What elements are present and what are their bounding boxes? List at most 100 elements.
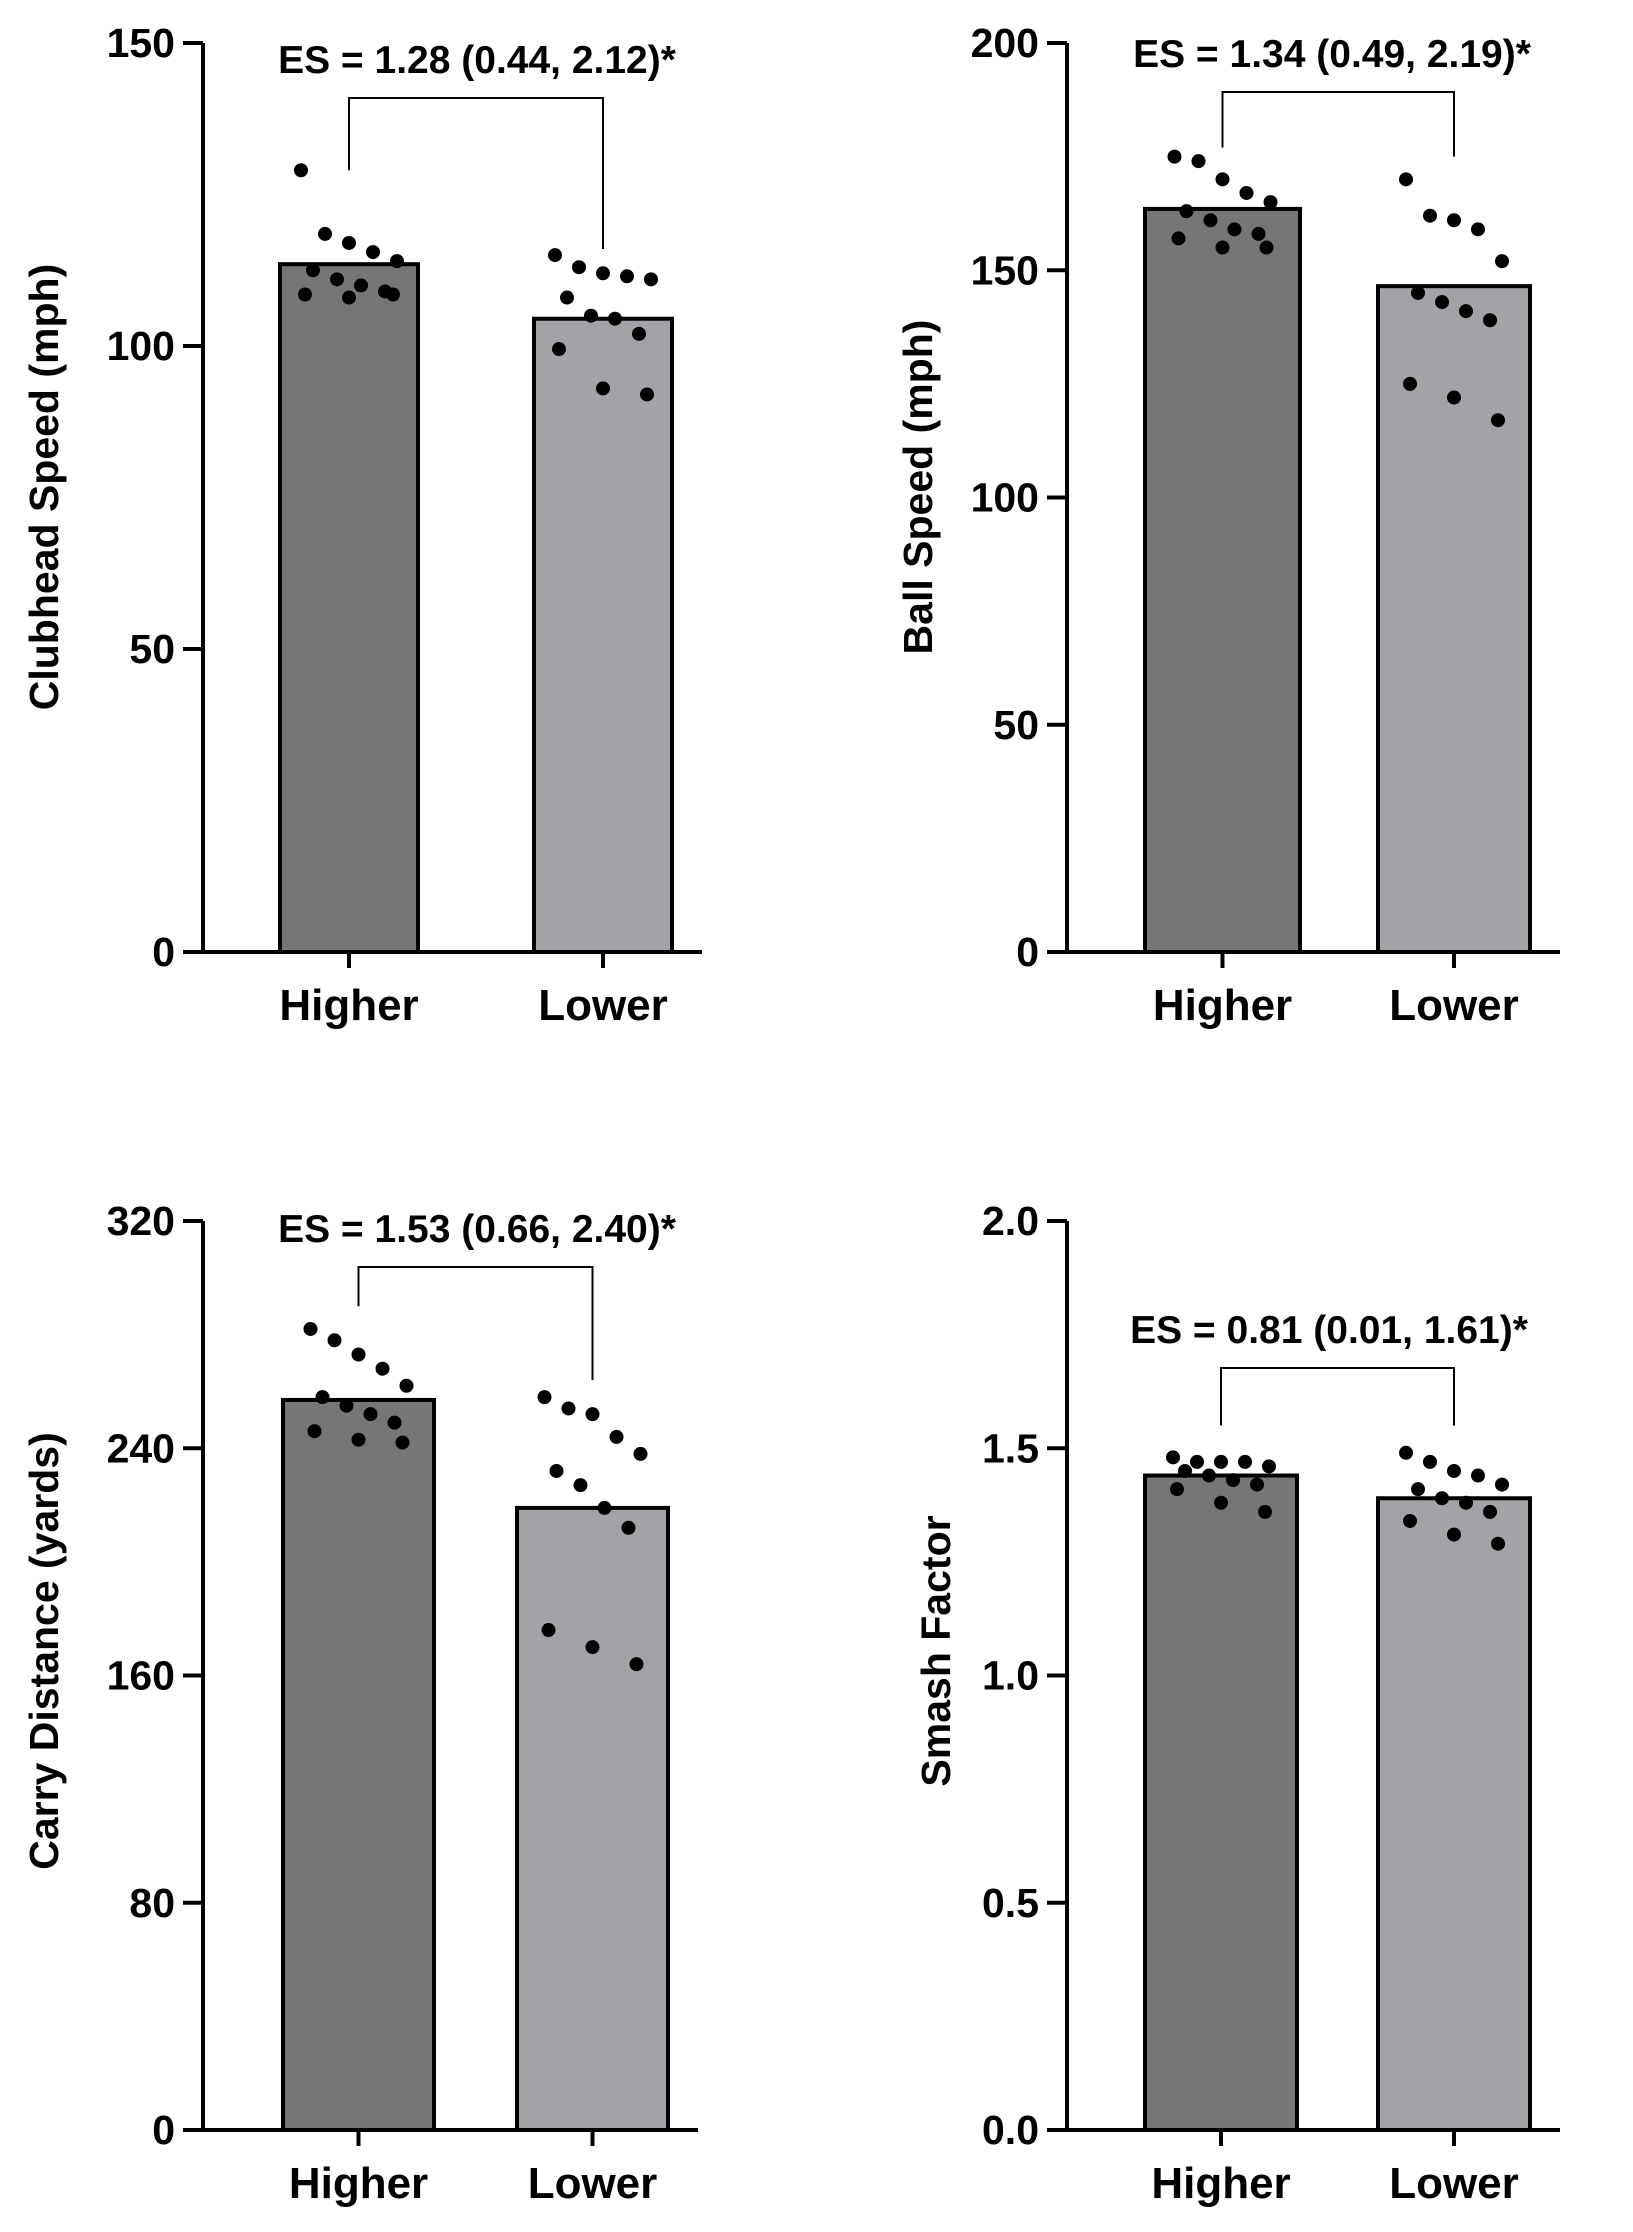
- data-point: [596, 381, 610, 396]
- data-point: [1190, 1454, 1204, 1469]
- y-tick-label: 50: [993, 702, 1039, 748]
- data-point: [621, 1520, 636, 1535]
- data-point: [298, 287, 312, 302]
- data-point: [1171, 231, 1186, 246]
- data-point: [294, 163, 308, 178]
- bar-lower: [1376, 1496, 1532, 2132]
- y-axis-label: Smash Factor: [913, 1515, 959, 1786]
- data-point: [1215, 172, 1230, 187]
- data-point: [620, 269, 634, 284]
- data-point: [1399, 172, 1413, 187]
- bar-higher: [1143, 206, 1302, 954]
- category-label: Higher: [1153, 981, 1292, 1030]
- y-tick-label: 240: [107, 1425, 175, 1471]
- data-point: [306, 263, 320, 278]
- data-point: [1447, 213, 1461, 228]
- bar-lower: [532, 316, 674, 955]
- data-point: [387, 1415, 402, 1430]
- y-tick-label: 1.5: [982, 1425, 1039, 1471]
- data-point: [1262, 1459, 1276, 1474]
- y-tick-label: 160: [107, 1653, 175, 1699]
- data-point: [1403, 376, 1417, 391]
- data-point: [1435, 295, 1449, 310]
- data-point: [541, 1623, 556, 1638]
- bar-lower: [1376, 284, 1532, 955]
- data-point: [1447, 1527, 1461, 1542]
- y-tick-label: 0: [152, 2107, 175, 2153]
- data-point: [315, 1390, 330, 1405]
- clubhead-speed-plot: 0 50 100 150 Higher Lower: [107, 20, 702, 1030]
- y-tick-label: 0: [152, 929, 175, 975]
- y-tick-label: 0.5: [982, 1880, 1039, 1926]
- bar-higher: [278, 262, 420, 954]
- data-point: [1191, 154, 1206, 169]
- y-tick-label: 2.0: [982, 1198, 1039, 1244]
- data-point: [1258, 1504, 1272, 1519]
- y-tick-label: 150: [107, 20, 175, 66]
- data-point: [596, 266, 610, 281]
- smash-factor-plot: 0.0 0.5 1.0 1.5 2.0 Higher Lower: [982, 1198, 1560, 2208]
- data-point: [552, 342, 566, 357]
- data-point: [1167, 149, 1182, 164]
- data-point: [1227, 222, 1242, 237]
- data-point: [629, 1657, 644, 1672]
- data-point: [1471, 222, 1485, 237]
- data-point: [1214, 1454, 1228, 1469]
- data-point: [327, 1333, 342, 1348]
- data-point: [1423, 1454, 1437, 1469]
- data-point: [1495, 1477, 1509, 1492]
- data-point: [351, 1347, 366, 1362]
- y-tick-label: 100: [971, 475, 1039, 521]
- data-point: [1215, 240, 1230, 255]
- data-point: [1447, 1463, 1461, 1478]
- significance-bracket: [1220, 1367, 1455, 1426]
- category-label: Lower: [1389, 2159, 1519, 2208]
- y-tick-label: 1.0: [982, 1653, 1039, 1699]
- y-tick-label: 100: [107, 323, 175, 369]
- data-point: [1214, 1495, 1228, 1510]
- y-tick-label: 50: [129, 626, 175, 672]
- ball-speed-plot: 0 50 100 150 200 Higher Lower: [971, 20, 1560, 1030]
- data-point: [1411, 285, 1425, 300]
- category-label: Lower: [1389, 981, 1519, 1030]
- data-point: [342, 235, 356, 250]
- data-point: [318, 226, 332, 241]
- data-point: [644, 272, 658, 287]
- data-point: [1170, 1482, 1184, 1497]
- data-point: [1259, 240, 1274, 255]
- data-point: [307, 1424, 322, 1439]
- data-point: [1447, 390, 1461, 405]
- carry-distance-panel: Carry Distance (yards) ES = 1.53 (0.66, …: [21, 1198, 698, 2208]
- bar-higher: [281, 1397, 436, 2132]
- data-point: [1166, 1450, 1180, 1465]
- data-point: [303, 1321, 318, 1336]
- data-point: [561, 1401, 576, 1416]
- significance-bracket: [1221, 91, 1455, 157]
- y-tick-label: 0: [1016, 929, 1039, 975]
- smash-factor-panel: Smash Factor ES = 0.81 (0.01, 1.61)* 0.0…: [913, 1198, 1560, 2208]
- data-point: [342, 290, 356, 305]
- data-point: [1179, 204, 1194, 219]
- data-point: [351, 1432, 366, 1447]
- data-point: [375, 1361, 390, 1376]
- data-point: [585, 1407, 600, 1422]
- data-point: [640, 387, 654, 402]
- data-point: [1238, 1454, 1252, 1469]
- category-label: Higher: [1151, 2159, 1290, 2208]
- y-axis-label: Carry Distance (yards): [21, 1432, 67, 1870]
- ball-speed-panel: Ball Speed (mph) ES = 1.34 (0.49, 2.19)*…: [895, 20, 1560, 1030]
- data-point: [573, 1478, 588, 1493]
- data-point: [1423, 208, 1437, 223]
- data-point: [632, 326, 646, 341]
- category-label: Higher: [289, 2159, 428, 2208]
- es-annotation: ES = 1.28 (0.44, 2.12)*: [278, 39, 677, 82]
- data-point: [395, 1435, 410, 1450]
- data-point: [339, 1398, 354, 1413]
- carry-distance-plot: 0 80 160 240 320 Higher Lower: [107, 1198, 698, 2208]
- data-point: [399, 1378, 414, 1393]
- data-point: [386, 287, 400, 302]
- data-point: [1263, 195, 1278, 210]
- category-label: Lower: [528, 2159, 658, 2208]
- data-point: [1250, 1477, 1264, 1492]
- data-point: [585, 1640, 600, 1655]
